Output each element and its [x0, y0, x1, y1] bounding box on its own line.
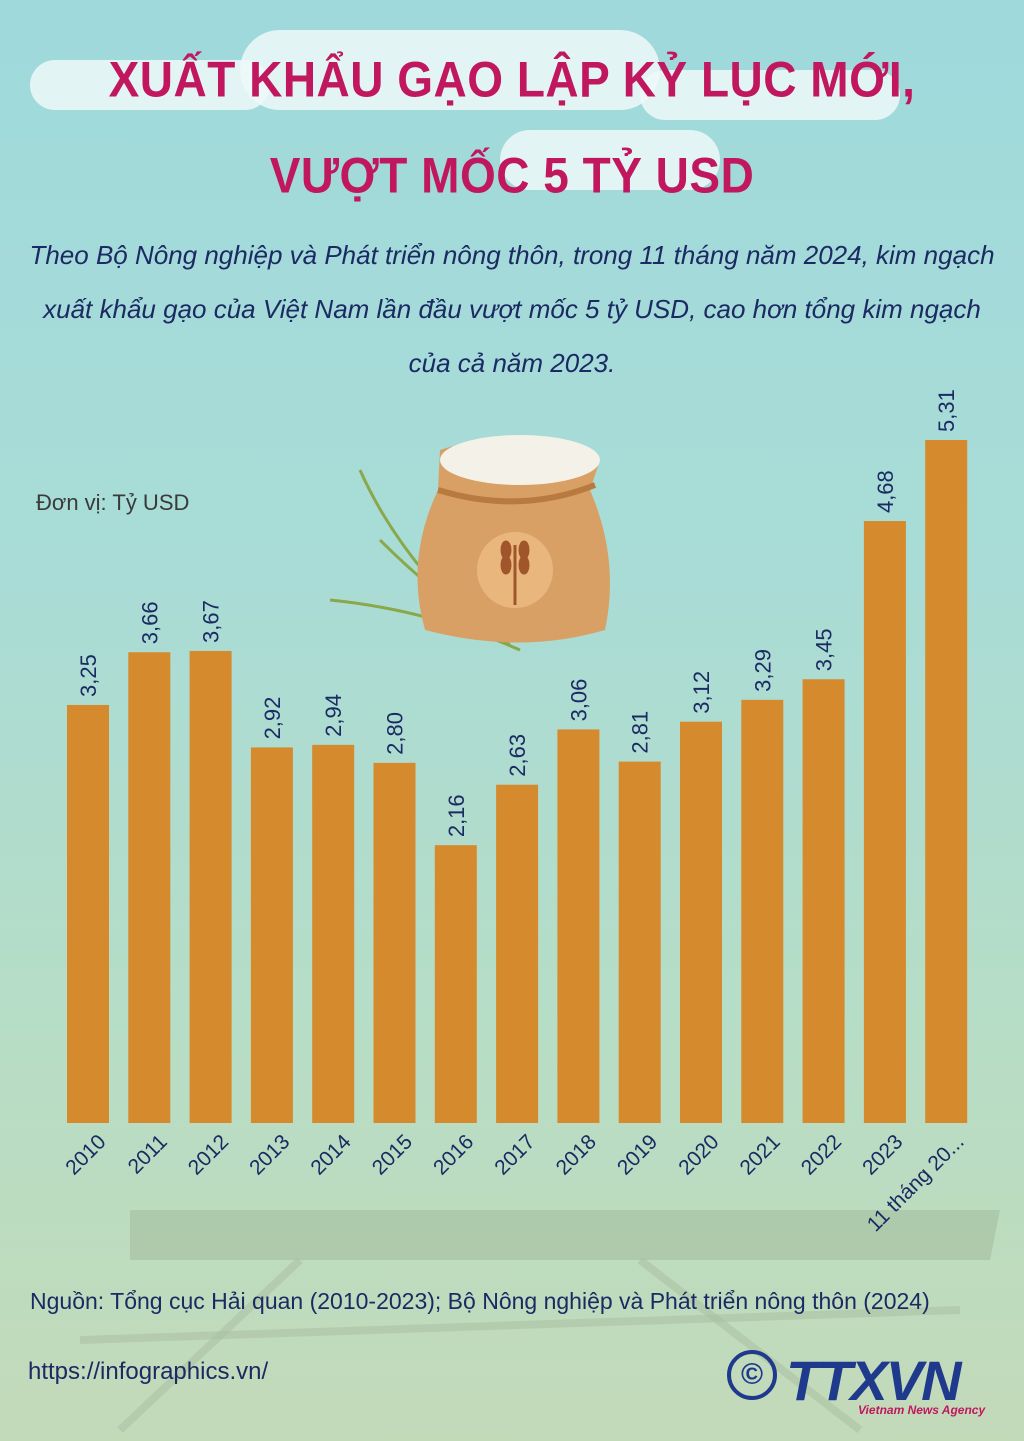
cloud-decoration — [240, 30, 660, 110]
website-link[interactable]: https://infographics.vn/ — [28, 1358, 269, 1385]
bar-2011 — [128, 652, 171, 1123]
rice-sack-illustration — [329, 435, 610, 652]
intro-text: Theo Bộ Nông nghiệp và Phát triển nông t… — [29, 240, 995, 378]
value-label-2010: 3,25 — [76, 654, 101, 697]
x-tick-label: 2018 — [552, 1130, 601, 1179]
unit-label: Đơn vị: Tỷ USD — [36, 490, 190, 515]
x-tick-label: 2014 — [306, 1130, 356, 1180]
x-tick-label: 2017 — [490, 1130, 539, 1179]
bar-2015 — [373, 762, 416, 1123]
bar-2021 — [741, 699, 784, 1123]
bar-chart: 3,25 3,66 3,67 2,92 2,94 2,80 2,16 2,63 3,06 2,81… — [61, 389, 968, 1236]
page-title-line2: VƯỢT MỐC 5 TỶ USD — [269, 146, 755, 204]
x-tick-label: 2013 — [245, 1130, 294, 1179]
bar-2023 — [863, 521, 906, 1123]
value-label-2015: 2,80 — [383, 712, 408, 755]
value-label-2017: 2,63 — [505, 734, 530, 777]
x-tick-label: 2021 — [736, 1130, 785, 1179]
value-label-2011: 3,66 — [137, 601, 162, 644]
logo-subtitle: Vietnam News Agency — [858, 1403, 986, 1417]
bar-2017 — [496, 784, 539, 1123]
x-tick-label: 2011 — [124, 1130, 172, 1178]
value-label-2021: 3,29 — [750, 649, 775, 692]
x-tick-label: 2012 — [184, 1130, 233, 1179]
ttxvn-logo: TTXVN — [786, 1349, 962, 1412]
x-tick-label: 2016 — [429, 1130, 478, 1179]
x-tick-label: 2022 — [797, 1130, 846, 1179]
page-title-line1: XUẤT KHẨU GẠO LẬP KỶ LỤC MỚI, — [108, 50, 916, 108]
cloud-decoration — [640, 70, 900, 120]
value-label-2012: 3,67 — [199, 600, 224, 643]
bar-2022 — [802, 679, 845, 1123]
value-label-2020: 3,12 — [689, 671, 714, 714]
x-tick-label: 2023 — [858, 1130, 907, 1179]
copyright-icon: © — [727, 1350, 777, 1400]
bar-2013 — [250, 747, 293, 1123]
x-tick-label: 2020 — [674, 1130, 723, 1179]
cloud-decoration — [30, 60, 270, 110]
bar-11 tháng 20... — [925, 440, 968, 1123]
cloud-decoration — [500, 130, 720, 190]
value-label-2016: 2,16 — [444, 794, 469, 837]
x-tick-label: 2019 — [613, 1130, 662, 1179]
value-label-2014: 2,94 — [321, 694, 346, 737]
wheat-icon — [500, 540, 530, 605]
value-label-2018: 3,06 — [566, 679, 591, 722]
x-tick-label: 2015 — [368, 1130, 417, 1179]
value-label-2022: 3,45 — [812, 628, 837, 671]
field-decoration — [79, 1210, 1000, 1434]
value-label-2013: 2,92 — [260, 697, 285, 740]
bar-2018 — [557, 729, 600, 1123]
bar-2020 — [680, 721, 722, 1123]
bar-2019 — [618, 761, 661, 1123]
bar-2016 — [434, 845, 477, 1123]
bar-2010 — [67, 704, 109, 1123]
source-note: Nguồn: Tổng cục Hải quan (2010-2023); Bộ… — [30, 1288, 930, 1314]
value-label-11 tháng 20...: 5,31 — [934, 389, 959, 432]
value-label-2019: 2,81 — [628, 711, 653, 754]
value-label-2023: 4,68 — [873, 470, 898, 513]
bar-2014 — [312, 744, 355, 1123]
x-tick-label: 2010 — [61, 1130, 110, 1179]
bar-2012 — [189, 650, 232, 1123]
